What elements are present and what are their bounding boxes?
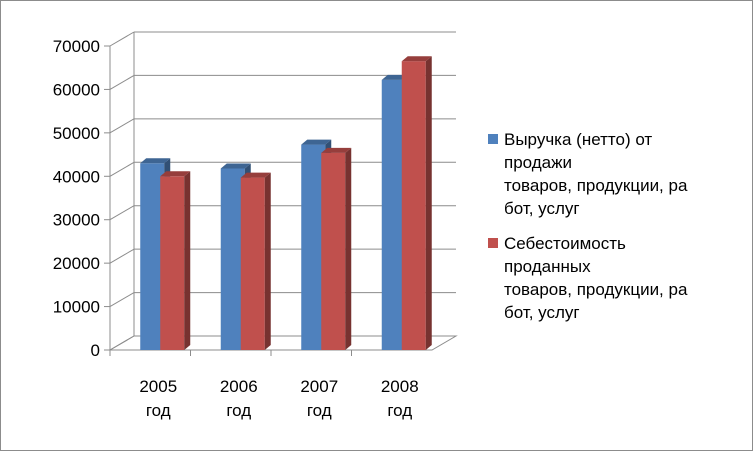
bar-top <box>160 171 191 177</box>
bar-top <box>220 163 251 169</box>
gridline-side <box>109 205 135 221</box>
bar-top <box>401 56 432 62</box>
y-tick-label: 70000 <box>53 37 100 56</box>
bar <box>321 152 346 350</box>
gridline-side <box>109 161 135 177</box>
legend-swatch-cost <box>488 238 498 248</box>
bar-side <box>264 172 271 350</box>
bar <box>160 176 185 350</box>
legend-label-revenue-4: бот, услуг <box>504 199 580 218</box>
bar <box>240 177 265 350</box>
gridline-side <box>109 118 135 134</box>
bar-top <box>240 172 271 178</box>
legend: Выручка (нетто) от продажи товаров, прод… <box>488 128 750 336</box>
x-tick-label: 2007 <box>300 377 338 396</box>
legend-label-revenue-1: Выручка (нетто) от <box>504 130 653 149</box>
legend-item-revenue: Выручка (нетто) от продажи товаров, прод… <box>488 128 750 220</box>
legend-label-revenue-3: товаров, продукции, ра <box>504 176 688 195</box>
x-tick-label: год <box>387 401 412 420</box>
y-tick-label: 60000 <box>53 80 100 99</box>
gridline-side <box>109 31 135 47</box>
gridline-side <box>109 292 135 308</box>
gridline-side <box>109 74 135 90</box>
legend-label-revenue-2: продажи <box>504 153 572 172</box>
y-tick-label: 40000 <box>53 167 100 186</box>
bar-top <box>321 147 352 153</box>
legend-swatch-revenue <box>488 134 498 144</box>
bar-side <box>425 56 432 350</box>
x-tick-label: год <box>146 401 171 420</box>
x-tick-label: год <box>307 401 332 420</box>
y-tick-label: 50000 <box>53 124 100 143</box>
y-tick-label: 30000 <box>53 211 100 230</box>
y-tick-label: 10000 <box>53 298 100 317</box>
gridline-side <box>109 248 135 264</box>
x-tick-label: 2008 <box>381 377 419 396</box>
x-tick-label: год <box>226 401 251 420</box>
legend-label-cost-1: Себестоимость <box>504 234 626 253</box>
legend-label-cost-3: товаров, продукции, ра <box>504 280 688 299</box>
bar-top <box>140 158 171 164</box>
y-tick-label: 20000 <box>53 254 100 273</box>
bar <box>401 61 426 350</box>
legend-item-cost: Себестоимость проданных товаров, продукц… <box>488 232 750 324</box>
legend-label-cost-4: бот, услуг <box>504 303 580 322</box>
bar-side <box>345 147 352 350</box>
bar-top <box>301 139 332 145</box>
bar-side <box>184 171 191 350</box>
x-tick-label: 2005 <box>139 377 177 396</box>
x-tick-label: 2006 <box>220 377 258 396</box>
y-tick-label: 0 <box>91 341 100 360</box>
legend-label-cost-2: проданных <box>504 257 591 276</box>
